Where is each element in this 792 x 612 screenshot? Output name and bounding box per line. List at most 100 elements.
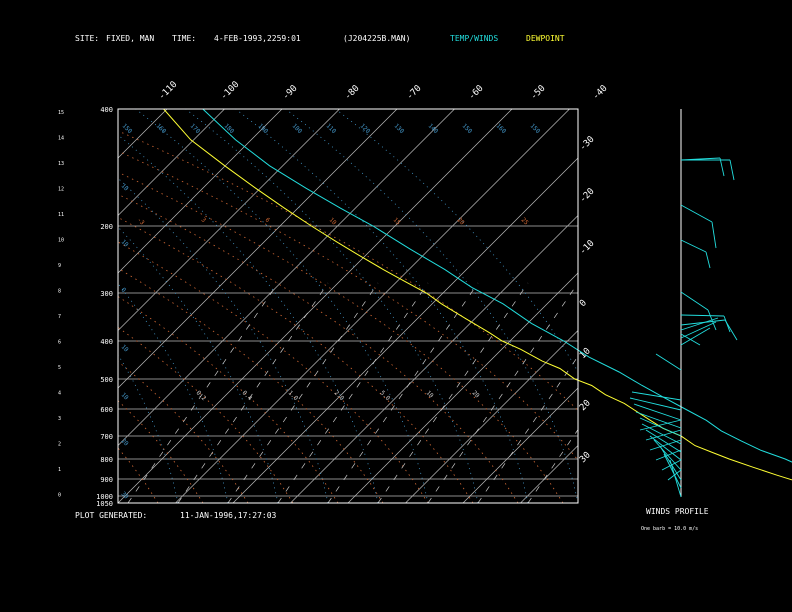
- wind-profile: [629, 109, 738, 498]
- isotherm-line: [118, 109, 513, 503]
- generated-label: PLOT GENERATED:: [75, 511, 147, 520]
- isotherm-line: [462, 387, 578, 503]
- mixing-ratio-line: [227, 282, 379, 503]
- right-temp-label: -10: [578, 239, 597, 258]
- moist-adiabat: [118, 226, 279, 503]
- isotherm-line: [118, 109, 398, 389]
- wind-barb: [639, 419, 682, 431]
- top-temp-label: -100: [219, 80, 241, 102]
- dry-adiabat: [118, 361, 249, 503]
- mixing-ratio-label: 25: [520, 216, 530, 226]
- right-temp-label: 0: [578, 298, 589, 309]
- isotherm-line: [175, 109, 570, 503]
- mixing-ratio-line: [477, 355, 578, 503]
- time-label: TIME:: [172, 34, 196, 43]
- isotherm-line: [405, 330, 578, 503]
- left-inner-label: 30: [120, 490, 130, 500]
- theta-label: 100: [291, 122, 304, 135]
- dry-adiabat: [118, 326, 294, 503]
- top-temp-label: -70: [405, 84, 424, 103]
- moist-adiabat: [234, 109, 529, 503]
- mixing-ratio-label: 6: [264, 216, 272, 224]
- top-temp-label: -50: [529, 84, 548, 103]
- right-temp-label: -30: [578, 135, 597, 154]
- height-tick-label: 13: [58, 161, 64, 167]
- left-inner-label: 20: [120, 437, 130, 447]
- wind-barb: [663, 453, 682, 489]
- wind-barb: [680, 327, 711, 346]
- mixing-ratio-line: [127, 282, 279, 503]
- left-inner-label: 0: [120, 286, 128, 294]
- mixing-ratio-line: [327, 282, 479, 503]
- file-id: (J204225B.MAN): [343, 34, 410, 43]
- legend-temp: TEMP/WINDS: [450, 34, 498, 43]
- height-tick-label: 12: [58, 187, 64, 193]
- wind-barb: [680, 239, 707, 253]
- left-inner-label: 10: [120, 343, 130, 353]
- wind-barb: [655, 449, 682, 461]
- theta-label: 140: [427, 122, 440, 135]
- wind-barb: [633, 403, 682, 421]
- theta-label: 120: [359, 122, 372, 135]
- mid-label: 0.2: [195, 389, 208, 402]
- height-tick-label: 3: [58, 416, 61, 422]
- isotherm-line: [118, 109, 225, 216]
- wind-barb: [705, 251, 711, 269]
- dry-adiabat: [118, 171, 564, 503]
- height-tick-label: 5: [58, 365, 61, 371]
- theta-label: 160: [155, 122, 168, 135]
- height-tick-label: 6: [58, 340, 61, 346]
- pressure-tick-label: 400: [100, 338, 113, 346]
- plot-frame: [117, 108, 579, 504]
- dry-adiabat: [118, 400, 204, 503]
- wind-barb: [680, 157, 721, 161]
- wind-barb: [719, 157, 725, 177]
- wind-barb: [680, 321, 717, 339]
- theta-label: 150: [121, 122, 134, 135]
- generated-value: 11-JAN-1996,17:27:03: [180, 511, 277, 520]
- isotherm-line: [751, 103, 792, 503]
- isotherm-line: [118, 109, 283, 274]
- moist-adiabat: [284, 109, 578, 503]
- temperature-trace: [202, 108, 792, 463]
- mid-label: 10: [425, 389, 435, 399]
- pressure-tick-label: 500: [100, 376, 113, 384]
- top-temp-label: -90: [281, 84, 300, 103]
- pressure-tick-label: 1000: [96, 493, 113, 501]
- dry-adiabat: [118, 296, 339, 503]
- mixing-ratio-line: [277, 282, 429, 503]
- wind-barb: [667, 469, 682, 481]
- site-value: FIXED, MAN: [106, 34, 154, 43]
- wind-barb: [655, 353, 682, 371]
- pressure-tick-label: 800: [100, 456, 113, 464]
- moist-adiabat: [118, 283, 229, 503]
- left-inner-label: 10: [120, 182, 130, 192]
- left-inner-label: 10: [120, 238, 130, 248]
- isotherm-line: [693, 103, 792, 503]
- mixing-ratio-label: 20: [456, 216, 466, 226]
- dry-adiabat: [118, 193, 519, 503]
- wind-barb: [724, 319, 738, 341]
- mixing-ratio-line: [427, 282, 578, 503]
- height-tick-label: 14: [58, 136, 64, 142]
- mixing-ratio-line: [177, 282, 329, 503]
- top-temp-label: -110: [157, 80, 179, 102]
- mixing-ratio-label: 10: [328, 216, 338, 226]
- pressure-tick-label: 600: [100, 406, 113, 414]
- top-temp-label: -40: [591, 84, 610, 103]
- site-label: SITE:: [75, 34, 99, 43]
- dry-adiabat: [118, 267, 384, 503]
- right-temp-label: 30: [578, 450, 593, 465]
- theta-label: 160: [495, 122, 508, 135]
- dry-adiabat: [118, 216, 474, 503]
- isotherm-line: [347, 272, 578, 503]
- pressure-tick-label: 200: [100, 223, 113, 231]
- wind-barb: [649, 439, 682, 451]
- pressure-tick-label: 900: [100, 476, 113, 484]
- mid-label: 2.0: [333, 389, 346, 402]
- height-tick-label: 2: [58, 442, 61, 448]
- right-temp-label: 10: [578, 346, 593, 361]
- mid-label: 1.0: [287, 389, 300, 402]
- wind-profile-scale: One barb = 10.0 m/s: [641, 526, 698, 532]
